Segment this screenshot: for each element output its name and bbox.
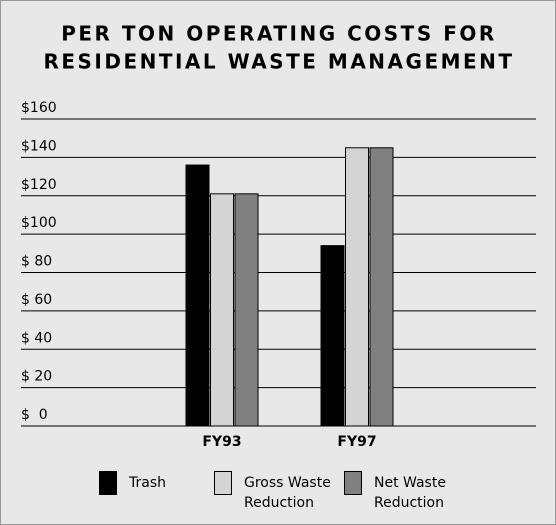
y-tick-label: $ 0	[21, 407, 48, 423]
chart-title: RESIDENTIAL WASTE MANAGEMENT	[43, 50, 514, 74]
x-tick-label: FY97	[337, 434, 376, 450]
bar	[320, 245, 345, 427]
legend-swatch	[99, 471, 117, 495]
bar	[345, 147, 369, 427]
legend-label: Net Waste Reduction	[374, 475, 446, 511]
legend-label: Gross Waste Reduction	[244, 475, 331, 511]
legend-swatch	[344, 471, 362, 495]
bar	[369, 147, 394, 427]
bar	[185, 164, 210, 427]
chart-title: PER TON OPERATING COSTS FOR	[61, 22, 497, 46]
x-tick-label: FY93	[202, 434, 241, 450]
legend-item: Net Waste Reduction	[344, 471, 469, 513]
y-tick-label: $100	[21, 215, 57, 231]
legend-item: Gross Waste Reduction	[214, 471, 339, 513]
legend-swatch	[214, 471, 232, 495]
legend-item: Trash	[99, 471, 224, 495]
y-tick-label: $ 20	[21, 369, 52, 385]
legend-label: Trash	[129, 475, 166, 491]
y-tick-label: $120	[21, 177, 57, 193]
y-tick-label: $ 60	[21, 292, 52, 308]
y-tick-label: $ 80	[21, 254, 52, 270]
bar	[210, 193, 234, 427]
legend: Trash Gross Waste Reduction Net Waste Redu…	[1, 471, 555, 521]
y-tick-label: $140	[21, 138, 57, 154]
bar	[234, 193, 259, 427]
y-tick-label: $160	[21, 100, 57, 116]
y-tick-label: $ 40	[21, 330, 52, 346]
